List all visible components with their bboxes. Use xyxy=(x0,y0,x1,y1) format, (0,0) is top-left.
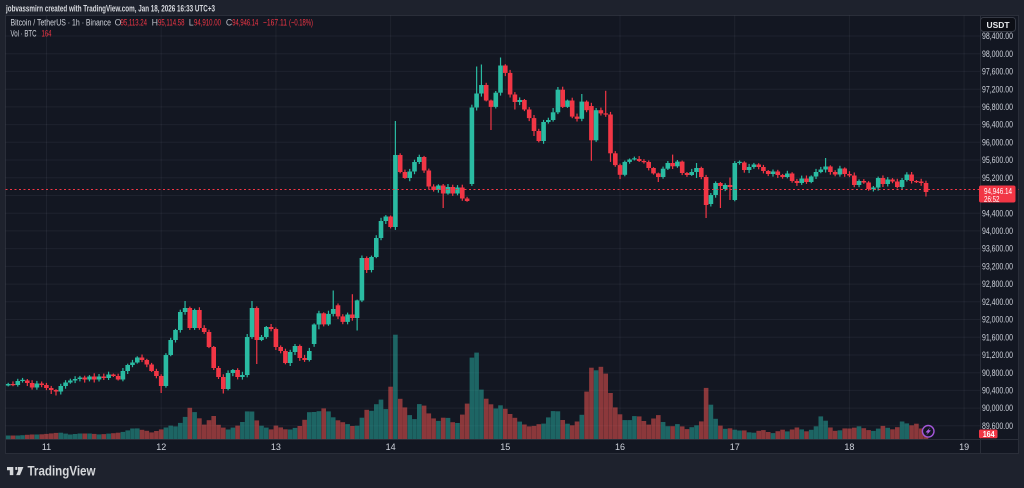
svg-text:19: 19 xyxy=(959,442,969,452)
svg-text:92,000.00: 92,000.00 xyxy=(982,315,1013,325)
svg-text:90,000.00: 90,000.00 xyxy=(982,403,1013,413)
svg-text:jobvassmirn created with Tradi: jobvassmirn created with TradingView.com… xyxy=(5,3,215,13)
svg-text:L: L xyxy=(189,17,194,27)
svg-text:C: C xyxy=(226,17,233,27)
svg-text:96,800.00: 96,800.00 xyxy=(982,102,1013,112)
svg-text:11: 11 xyxy=(42,442,51,452)
svg-text:90,800.00: 90,800.00 xyxy=(982,368,1013,378)
svg-text:O: O xyxy=(115,17,122,27)
svg-text:94,946.14: 94,946.14 xyxy=(232,17,258,27)
svg-text:18: 18 xyxy=(844,442,854,452)
svg-text:94,000.00: 94,000.00 xyxy=(982,226,1013,236)
svg-text:13: 13 xyxy=(271,442,281,452)
svg-text:(−0.18%): (−0.18%) xyxy=(289,17,313,27)
svg-text:14: 14 xyxy=(386,442,396,452)
svg-text:164: 164 xyxy=(983,430,995,439)
svg-text:96,400.00: 96,400.00 xyxy=(982,120,1013,130)
svg-text:90,400.00: 90,400.00 xyxy=(982,386,1013,396)
svg-text:91,600.00: 91,600.00 xyxy=(982,332,1013,342)
svg-text:−167.11: −167.11 xyxy=(263,17,287,27)
svg-text:96,000.00: 96,000.00 xyxy=(982,137,1013,147)
svg-text:26:52: 26:52 xyxy=(984,194,1000,204)
svg-text:94,910.00: 94,910.00 xyxy=(194,17,221,27)
svg-text:12: 12 xyxy=(156,442,166,452)
svg-text:93,200.00: 93,200.00 xyxy=(982,262,1013,272)
svg-text:TradingView: TradingView xyxy=(28,464,96,479)
svg-text:USDT: USDT xyxy=(987,20,1011,30)
svg-text:95,200.00: 95,200.00 xyxy=(982,173,1013,183)
svg-text:164: 164 xyxy=(42,28,52,38)
svg-text:97,600.00: 97,600.00 xyxy=(982,67,1013,77)
svg-text:15: 15 xyxy=(500,442,510,452)
svg-text:91,200.00: 91,200.00 xyxy=(982,350,1013,360)
svg-text:97,200.00: 97,200.00 xyxy=(982,84,1013,94)
svg-text:95,600.00: 95,600.00 xyxy=(982,155,1013,165)
svg-text:95,114.58: 95,114.58 xyxy=(158,17,185,27)
svg-text:94,946.14: 94,946.14 xyxy=(984,186,1012,196)
svg-text:92,800.00: 92,800.00 xyxy=(982,279,1013,289)
svg-text:95,113.24: 95,113.24 xyxy=(121,17,148,27)
svg-text:98,000.00: 98,000.00 xyxy=(982,49,1013,59)
svg-text:93,600.00: 93,600.00 xyxy=(982,244,1013,254)
svg-text:Vol · BTC: Vol · BTC xyxy=(11,28,37,38)
svg-text:17: 17 xyxy=(730,442,740,452)
svg-text:92,400.00: 92,400.00 xyxy=(982,297,1013,307)
svg-text:H: H xyxy=(152,17,158,27)
svg-text:89,600.00: 89,600.00 xyxy=(982,421,1013,431)
svg-text:98,400.00: 98,400.00 xyxy=(982,31,1013,41)
svg-text:Bitcoin / TetherUS · 1h · Bina: Bitcoin / TetherUS · 1h · Binance xyxy=(11,17,112,27)
svg-text:16: 16 xyxy=(615,442,625,452)
svg-text:94,400.00: 94,400.00 xyxy=(982,208,1013,218)
